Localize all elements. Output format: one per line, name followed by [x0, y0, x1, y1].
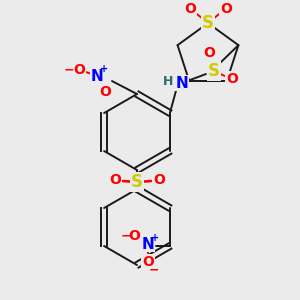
- Text: O: O: [220, 2, 232, 16]
- Text: +: +: [151, 233, 159, 243]
- Text: O: O: [226, 72, 238, 86]
- Text: −: −: [121, 230, 131, 242]
- Text: O: O: [142, 255, 154, 269]
- Text: O: O: [184, 2, 196, 16]
- Text: O: O: [128, 229, 140, 243]
- Text: S: S: [208, 62, 220, 80]
- Text: N: N: [142, 236, 154, 251]
- Text: H: H: [163, 75, 173, 88]
- Text: −: −: [64, 64, 74, 76]
- Text: O: O: [73, 63, 85, 77]
- Text: +: +: [100, 64, 108, 74]
- Text: N: N: [91, 69, 103, 84]
- Text: O: O: [99, 85, 111, 99]
- Text: O: O: [153, 173, 165, 187]
- Text: S: S: [202, 14, 214, 32]
- Text: S: S: [131, 173, 143, 191]
- Text: −: −: [149, 263, 159, 277]
- Text: O: O: [109, 173, 121, 187]
- Text: O: O: [203, 46, 215, 60]
- Text: N: N: [176, 76, 188, 91]
